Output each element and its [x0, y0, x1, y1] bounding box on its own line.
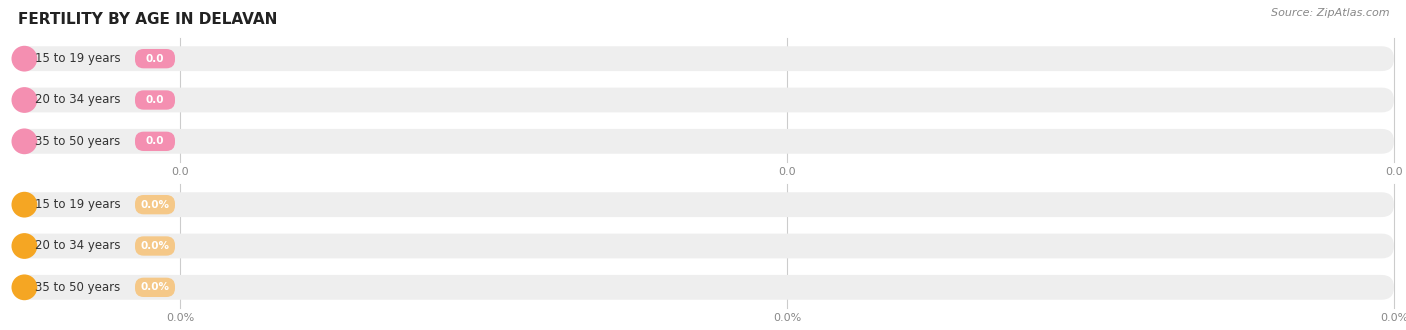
Text: 15 to 19 years: 15 to 19 years — [35, 52, 121, 65]
FancyBboxPatch shape — [15, 46, 1393, 71]
FancyBboxPatch shape — [15, 234, 1393, 258]
Text: FERTILITY BY AGE IN DELAVAN: FERTILITY BY AGE IN DELAVAN — [18, 12, 277, 27]
Text: 35 to 50 years: 35 to 50 years — [35, 281, 121, 294]
Text: 0.0: 0.0 — [146, 54, 165, 64]
FancyBboxPatch shape — [15, 192, 1393, 217]
Text: 0.0%: 0.0% — [1379, 313, 1406, 323]
Circle shape — [11, 128, 38, 154]
Text: 15 to 19 years: 15 to 19 years — [35, 198, 121, 211]
FancyBboxPatch shape — [15, 129, 1393, 154]
Circle shape — [11, 192, 38, 217]
Text: 20 to 34 years: 20 to 34 years — [35, 240, 121, 252]
Text: Source: ZipAtlas.com: Source: ZipAtlas.com — [1271, 8, 1391, 18]
Text: 0.0: 0.0 — [146, 136, 165, 146]
Text: 0.0%: 0.0% — [166, 313, 194, 323]
FancyBboxPatch shape — [135, 90, 174, 110]
Circle shape — [11, 275, 38, 300]
Circle shape — [11, 233, 38, 259]
FancyBboxPatch shape — [135, 278, 174, 297]
Text: 0.0: 0.0 — [146, 95, 165, 105]
FancyBboxPatch shape — [135, 49, 174, 68]
FancyBboxPatch shape — [135, 195, 174, 215]
Text: 0.0%: 0.0% — [141, 200, 170, 210]
Circle shape — [11, 87, 38, 113]
Text: 0.0: 0.0 — [172, 167, 188, 177]
FancyBboxPatch shape — [15, 275, 1393, 300]
Text: 20 to 34 years: 20 to 34 years — [35, 93, 121, 107]
Text: 0.0: 0.0 — [778, 167, 796, 177]
Text: 0.0%: 0.0% — [773, 313, 801, 323]
Circle shape — [11, 46, 38, 72]
FancyBboxPatch shape — [135, 132, 174, 151]
Text: 0.0%: 0.0% — [141, 241, 170, 251]
FancyBboxPatch shape — [15, 87, 1393, 113]
Text: 0.0%: 0.0% — [141, 282, 170, 292]
Text: 0.0: 0.0 — [1385, 167, 1403, 177]
FancyBboxPatch shape — [135, 236, 174, 256]
Text: 35 to 50 years: 35 to 50 years — [35, 135, 121, 148]
